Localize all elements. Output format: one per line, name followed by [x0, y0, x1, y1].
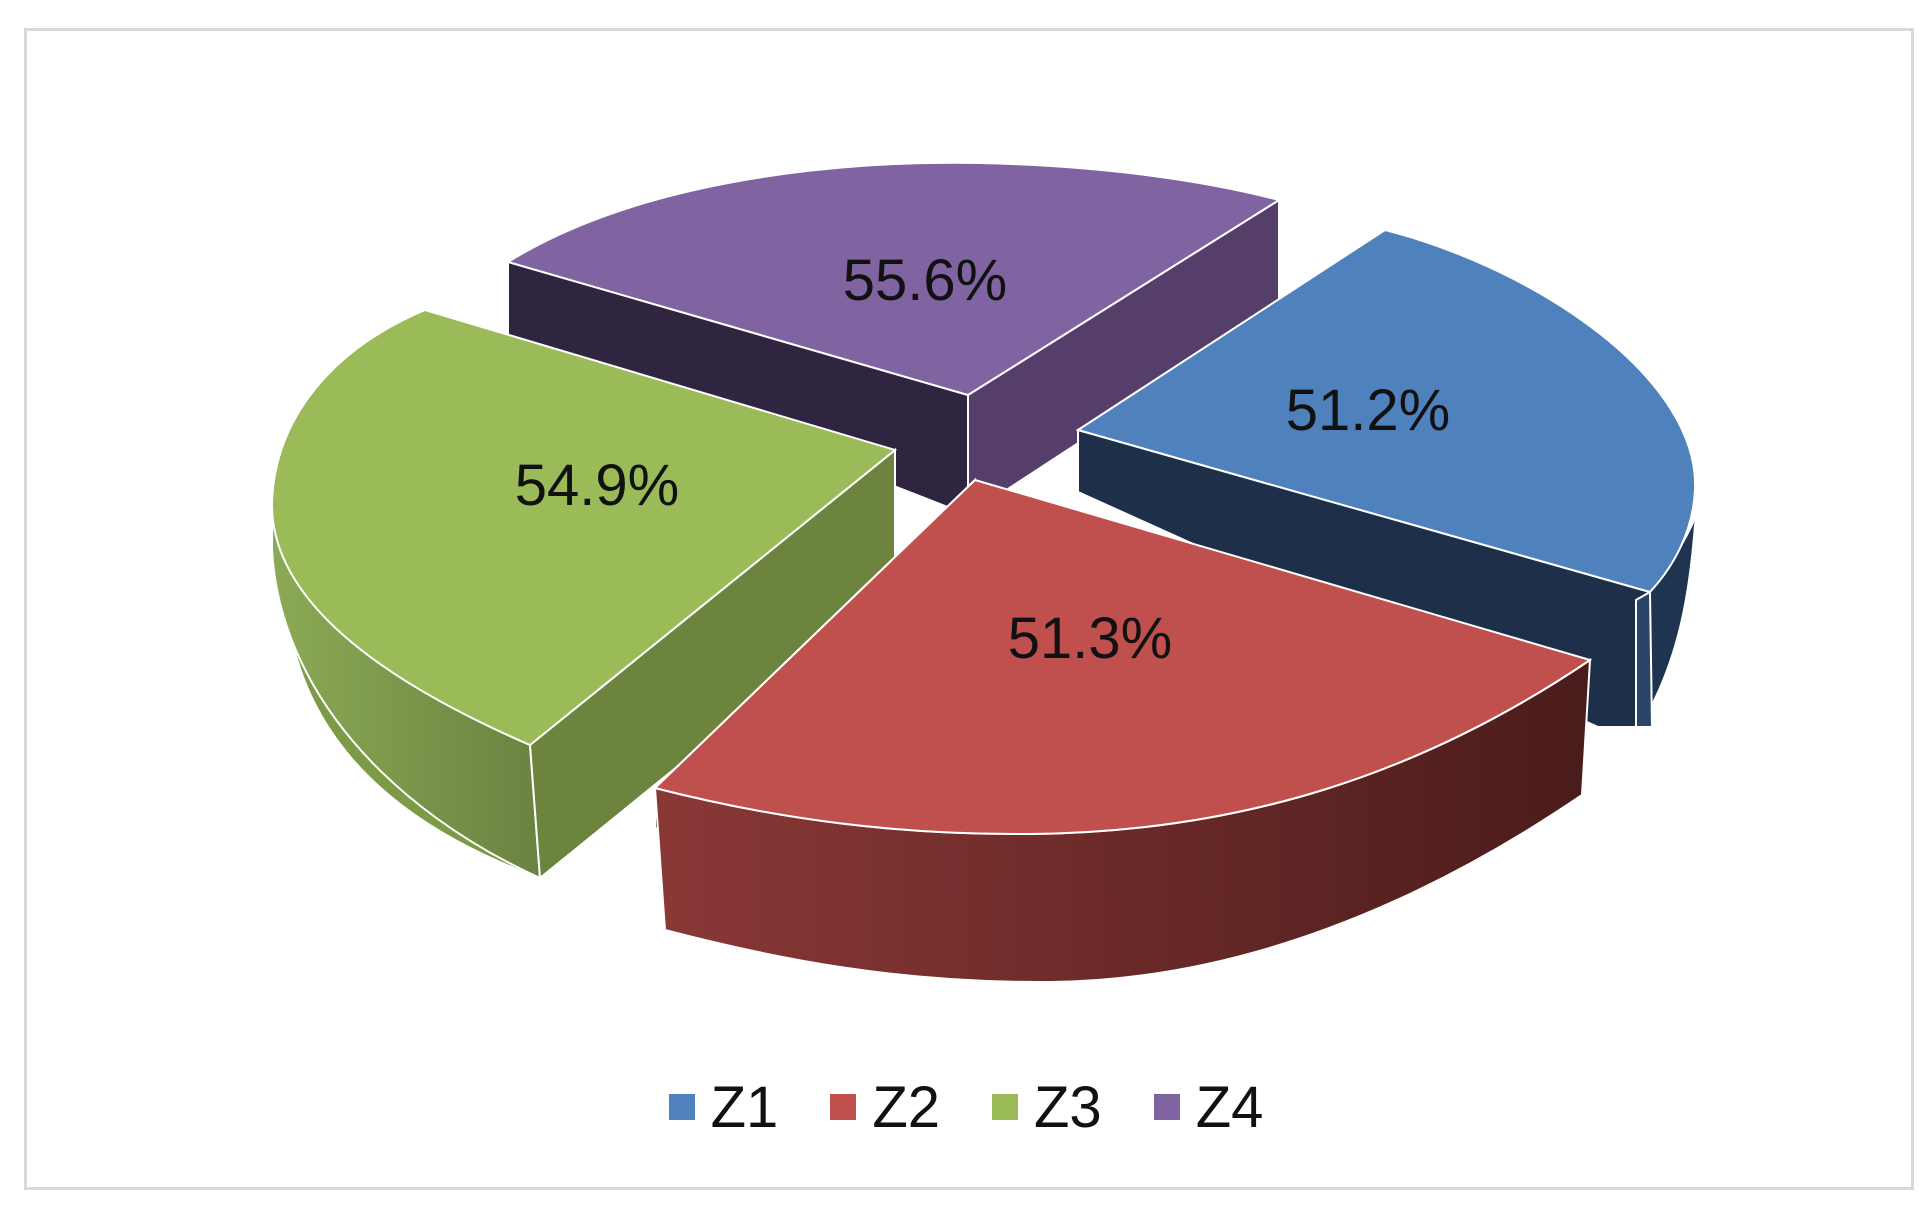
legend-label-z2: Z2: [872, 1074, 940, 1140]
data-label-z1: 51.2%: [1286, 378, 1450, 443]
slice-z1-side-front: [1635, 590, 1654, 728]
legend-swatch-z4: [1153, 1094, 1180, 1120]
legend-label-z3: Z3: [1034, 1074, 1102, 1140]
legend-item-z4: Z4: [1153, 1074, 1264, 1141]
legend: Z1 Z2 Z3 Z4: [0, 1062, 1932, 1152]
legend-item-z2: Z2: [830, 1074, 940, 1141]
legend-item-z3: Z3: [992, 1074, 1102, 1141]
data-label-z4: 55.6%: [843, 248, 1007, 313]
legend-item-z1: Z1: [668, 1074, 779, 1141]
slice-z1-top: [1075, 228, 1697, 594]
slice-z2-top: [653, 478, 1593, 836]
legend-swatch-z1: [668, 1094, 695, 1120]
slice-z3: [270, 308, 898, 880]
legend-label-z1: Z1: [710, 1074, 779, 1140]
slice-z4-top: [505, 161, 1282, 397]
slice-z3-top: [270, 308, 898, 747]
legend-swatch-z2: [830, 1094, 857, 1120]
data-label-z3: 54.9%: [515, 453, 679, 518]
data-label-z2: 51.3%: [1008, 606, 1172, 671]
slice-z2: [653, 477, 1593, 984]
legend-label-z4: Z4: [1195, 1074, 1264, 1140]
legend-swatch-z3: [992, 1094, 1018, 1120]
